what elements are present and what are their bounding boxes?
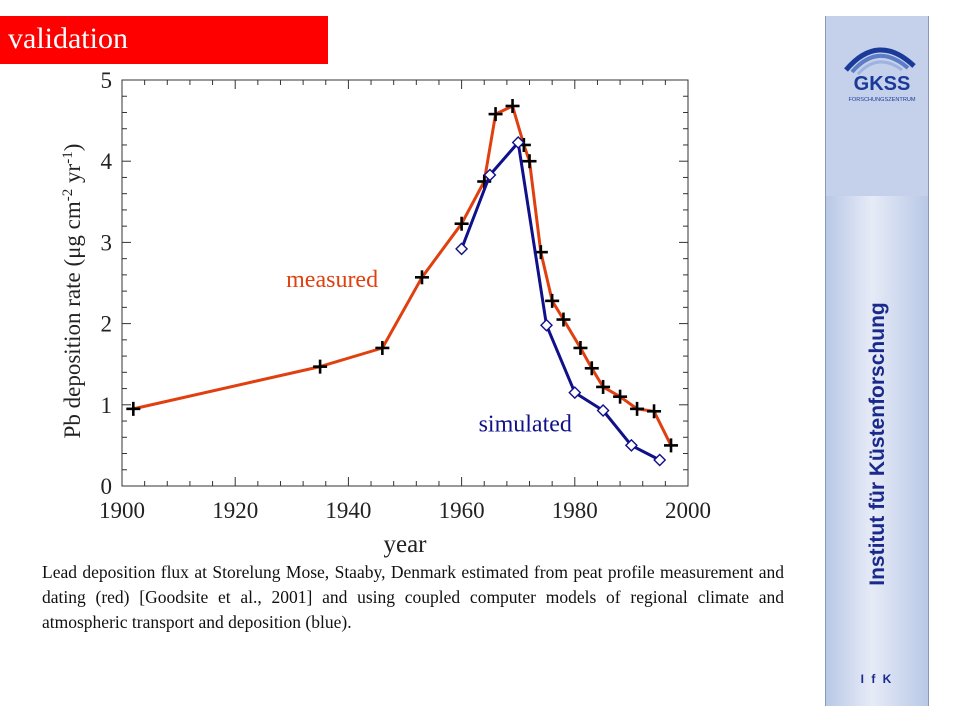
- x-tick-label: 1960: [439, 498, 485, 523]
- y-axis-label-part: yr: [60, 163, 85, 188]
- y-axis-label-part: μ: [60, 247, 85, 259]
- simulated-point: [540, 318, 553, 332]
- measured-point: [522, 154, 537, 169]
- y-tick-label: 1: [101, 393, 113, 418]
- y-axis-label-superscript: -2: [60, 189, 76, 202]
- measured-point: [505, 98, 520, 113]
- simulated-point: [568, 386, 582, 400]
- logo-subtext: FORSCHUNGSZENTRUM: [848, 97, 915, 103]
- plot-frame: [121, 79, 689, 487]
- chart-series: [126, 98, 679, 467]
- measured-point: [647, 404, 662, 419]
- institute-abbreviation: I f K: [860, 672, 894, 686]
- measured-point: [556, 312, 571, 327]
- institute-name: Institut für Küstenforschung: [866, 302, 889, 586]
- legend-measured: measured: [286, 267, 378, 293]
- sidebar-top-band: [826, 16, 928, 196]
- measured-point: [596, 379, 611, 394]
- measured-point: [454, 216, 469, 231]
- y-axis-label-part: g cm: [60, 201, 85, 246]
- title-banner: validation: [0, 16, 328, 64]
- chart-labels: 1900 1920 1940 1960 1980 2000 0 1 2 3 4 5 year Pb dep…: [60, 70, 711, 558]
- x-axis-label: year: [383, 531, 427, 558]
- series-line-simulated: [460, 141, 661, 462]
- measured-point: [414, 270, 429, 285]
- y-tick-label: 3: [101, 230, 113, 255]
- x-tick-label: 1940: [325, 498, 371, 523]
- y-axis-label-part: ): [60, 144, 85, 152]
- logo-text: GKSS: [854, 73, 911, 95]
- gkss-logo: GKSS FORSCHUNGSZENTRUM: [844, 47, 916, 103]
- measured-point: [375, 340, 390, 355]
- measured-point: [584, 361, 599, 376]
- measured-point: [573, 340, 588, 355]
- x-tick-label: 2000: [665, 498, 711, 523]
- x-tick-label: 1920: [212, 498, 258, 523]
- simulated-point: [596, 403, 610, 417]
- legend-simulated: simulated: [479, 412, 572, 438]
- measured-point: [545, 293, 560, 308]
- simulated-point: [653, 453, 667, 467]
- measured-point: [313, 359, 328, 374]
- x-tick-label: 1980: [552, 498, 598, 523]
- y-axis-label-part: Pb deposition rate (: [60, 259, 85, 439]
- x-tick-label: 1900: [99, 498, 145, 523]
- y-axis-label: Pb deposition rate (μg cm-2 yr-1): [60, 144, 85, 439]
- simulated-point: [483, 168, 497, 182]
- chart: 1900 1920 1940 1960 1980 2000 0 1 2 3 4 5 year Pb dep…: [60, 70, 711, 558]
- measured-point: [613, 389, 628, 404]
- measured-point: [630, 401, 645, 416]
- measured-point: [664, 438, 679, 453]
- slide-title: validation: [8, 22, 128, 55]
- y-tick-label: 5: [101, 70, 113, 93]
- y-tick-label: 0: [101, 474, 113, 499]
- series-line-measured: [132, 104, 673, 447]
- y-tick-label: 4: [101, 149, 113, 174]
- caption: Lead deposition flux at Storelung Mose, …: [42, 562, 784, 632]
- simulated-point: [455, 242, 469, 256]
- chart-axes: [121, 79, 689, 487]
- measured-point: [126, 401, 141, 416]
- sidebar: GKSS FORSCHUNGSZENTRUM Institut für Küst…: [825, 16, 929, 706]
- simulated-point: [511, 136, 525, 150]
- y-tick-label: 2: [101, 312, 113, 337]
- simulated-point: [624, 438, 638, 452]
- measured-point: [488, 107, 503, 122]
- y-axis-label-superscript: -1: [60, 151, 76, 164]
